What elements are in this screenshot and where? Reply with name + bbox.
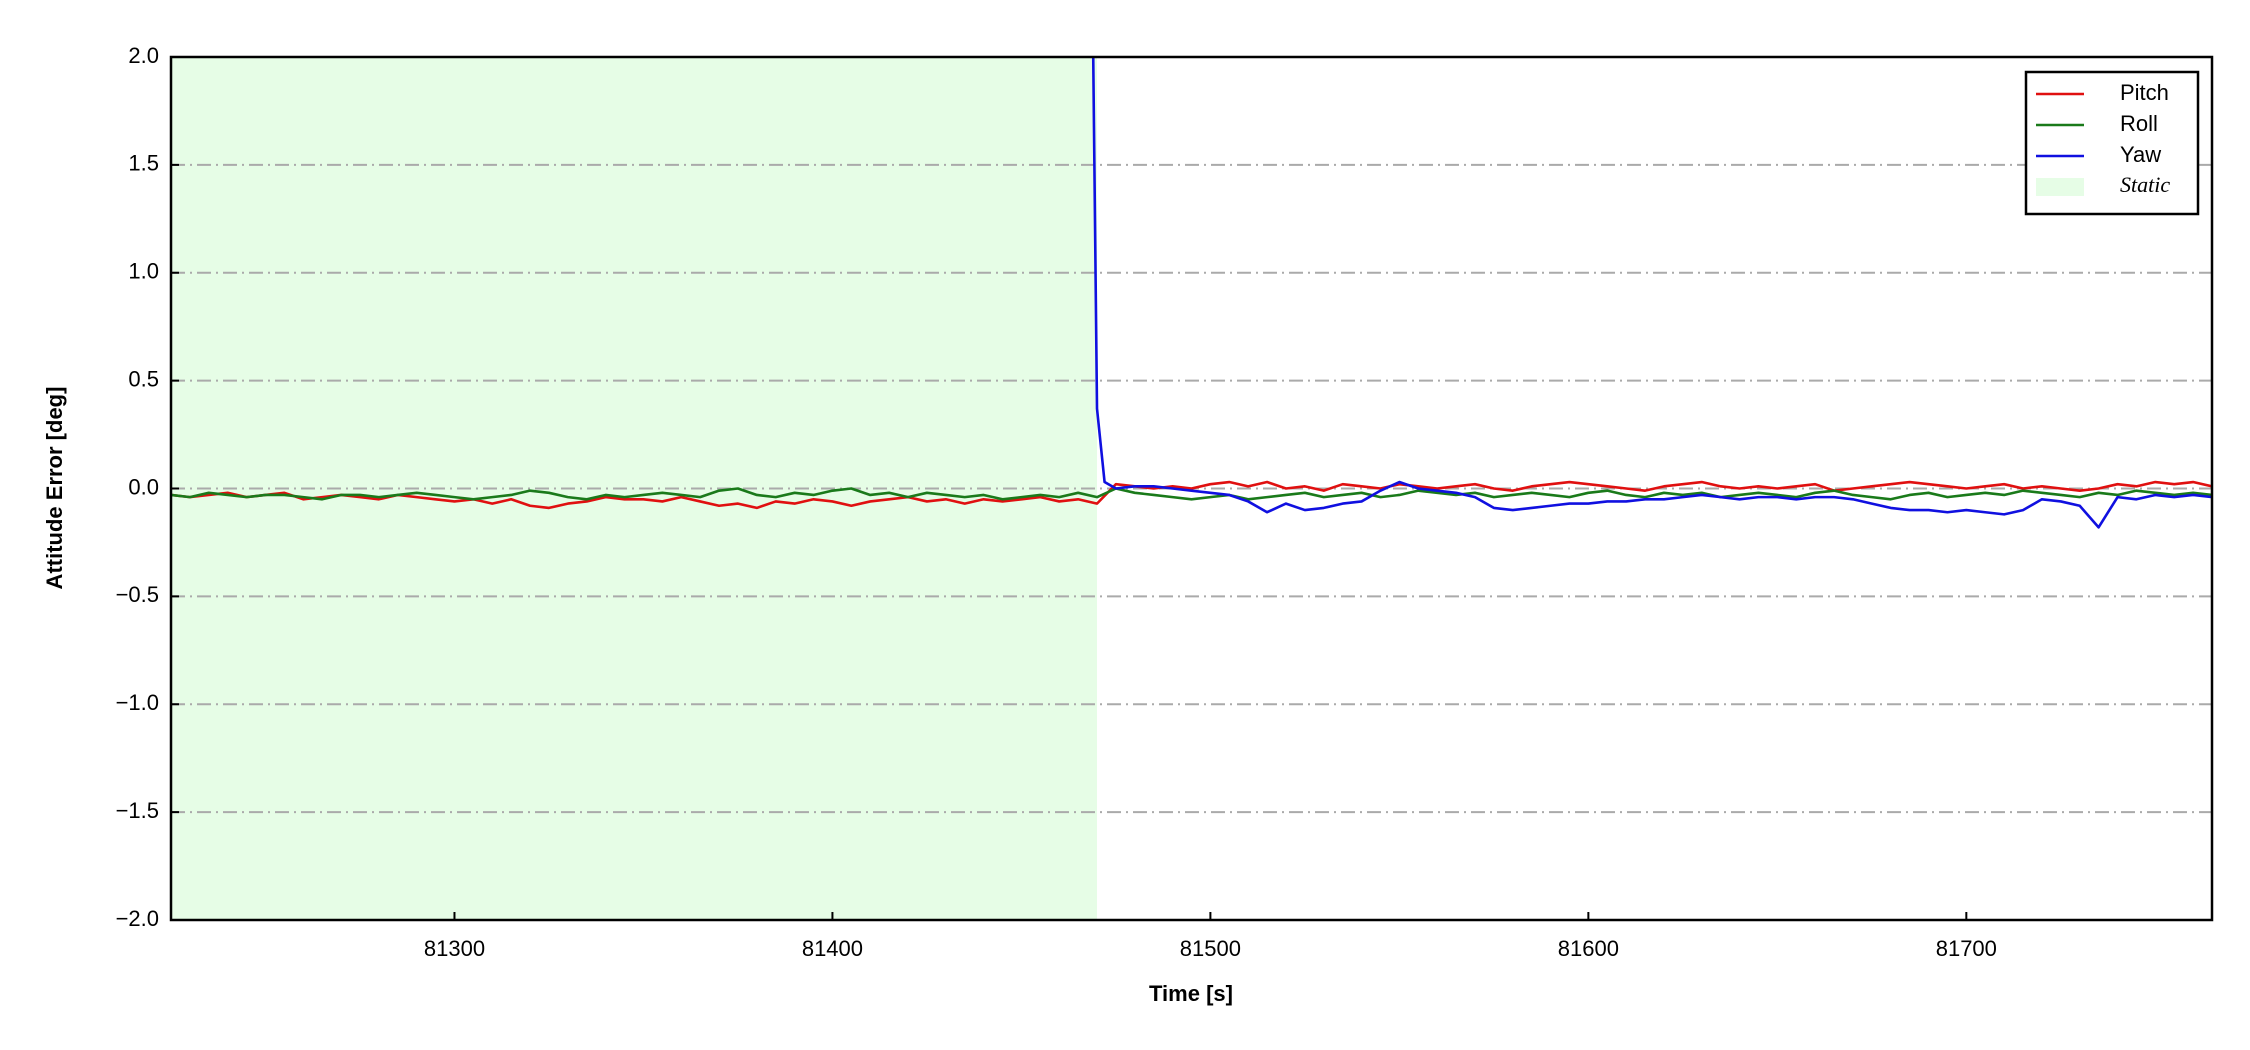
- legend-label: Yaw: [2120, 142, 2161, 167]
- y-tick-label: 1.5: [128, 151, 159, 176]
- x-axis-label: Time [s]: [1149, 981, 1233, 1006]
- y-tick-label: 1.0: [128, 259, 159, 284]
- y-tick-label: −1.0: [116, 690, 159, 715]
- legend-label: Static: [2120, 172, 2170, 197]
- axes: −2.0 −1.5 −1.0 −0.5 0.0 0.5 1.0 1.5 2.0 81300 8140…: [116, 43, 1997, 961]
- y-tick-label: 2.0: [128, 43, 159, 68]
- y-tick-label: −1.5: [116, 798, 159, 823]
- x-tick-label: 81700: [1936, 936, 1997, 961]
- y-tick-label: 0.0: [128, 474, 159, 499]
- static-region: [171, 57, 1098, 920]
- lines: [171, 57, 2212, 529]
- x-tick-label: 81500: [1180, 936, 1241, 961]
- x-tick-label: 81300: [424, 936, 485, 961]
- legend: Pitch Roll Yaw Static: [2024, 70, 2200, 216]
- y-tick-label: 0.5: [128, 366, 159, 391]
- x-tick-label: 81400: [802, 936, 863, 961]
- plot-background: [171, 57, 1098, 920]
- legend-label: Pitch: [2120, 80, 2169, 105]
- y-tick-label: −0.5: [116, 582, 159, 607]
- x-tick-label: 81600: [1558, 936, 1619, 961]
- line-series: [171, 480, 2212, 510]
- legend-label: Roll: [2120, 111, 2158, 136]
- y-tick-label: −2.0: [116, 906, 159, 931]
- legend-swatch: [2036, 178, 2084, 196]
- line-series: [1091, 57, 2212, 529]
- line-series: [171, 487, 2212, 501]
- y-axis-label: Attitude Error [deg]: [42, 387, 67, 590]
